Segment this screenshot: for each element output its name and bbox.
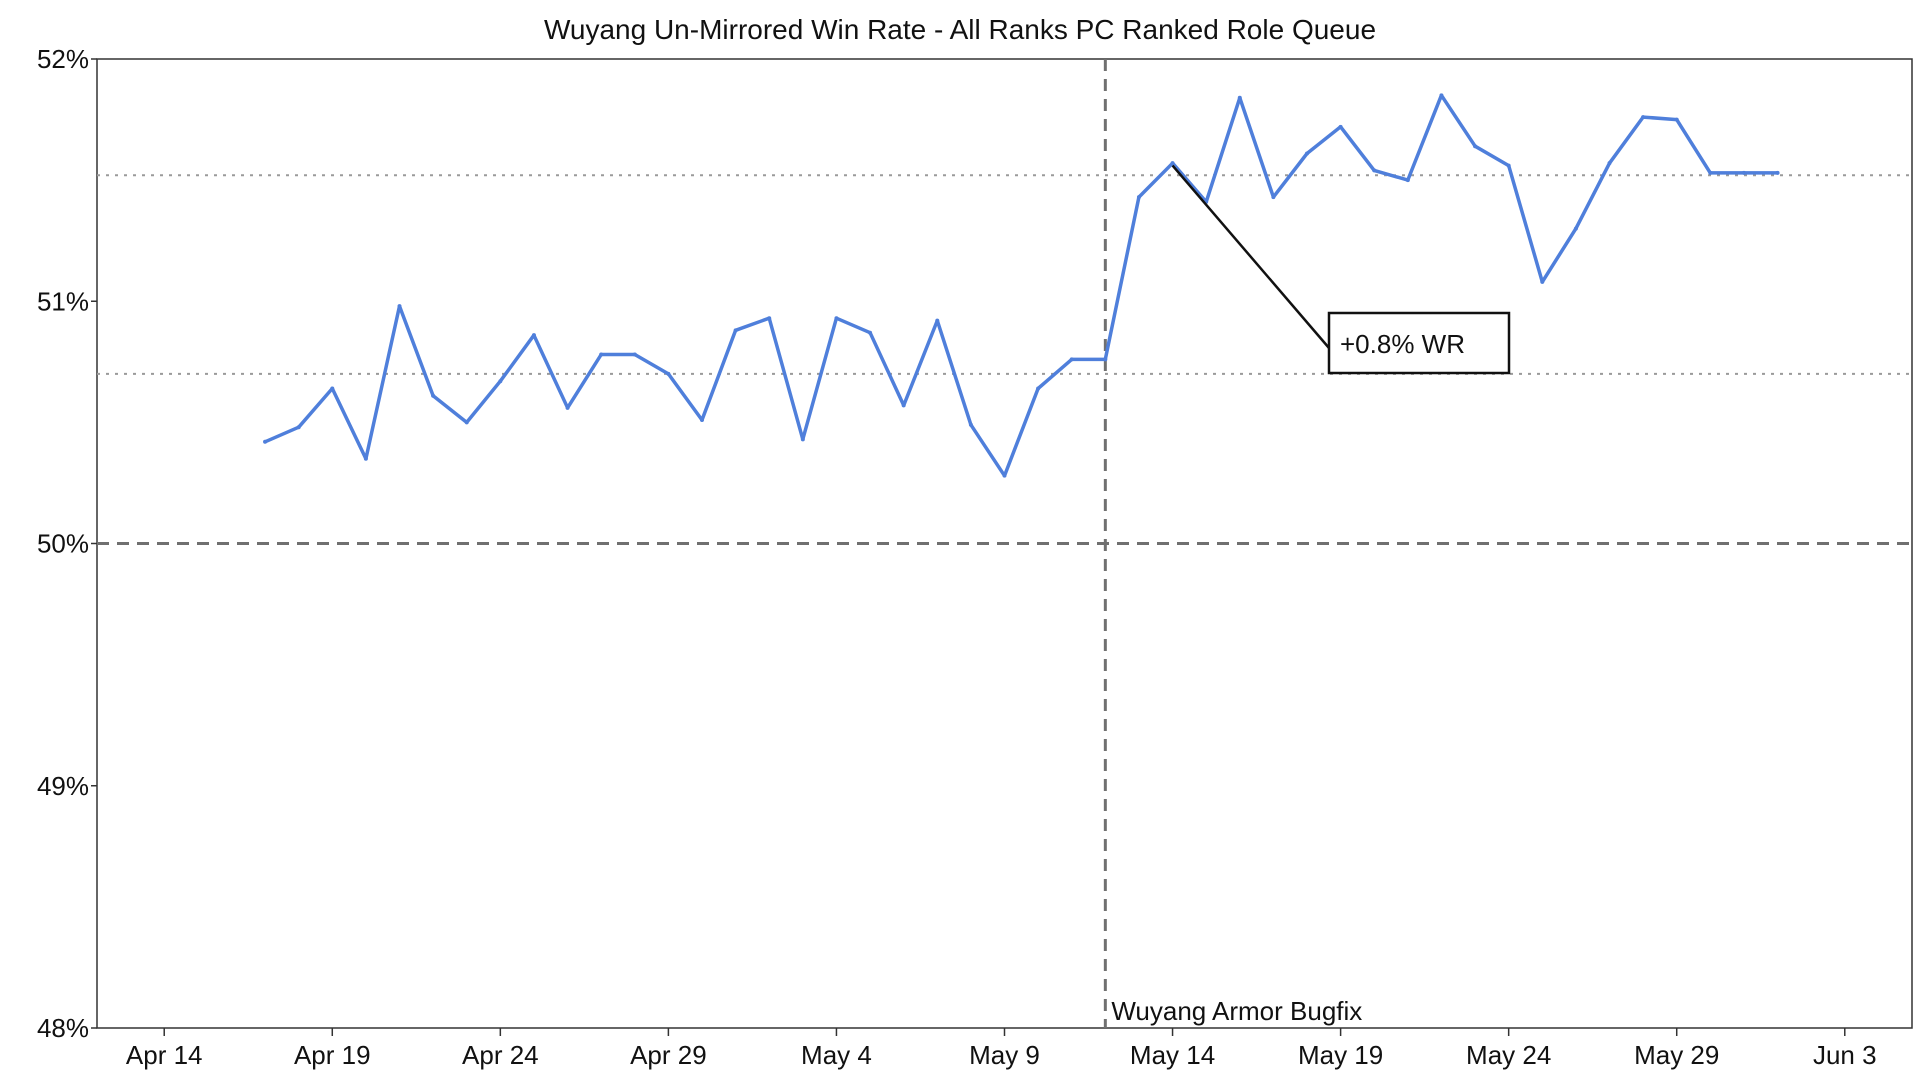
annotation-label: +0.8% WR (1340, 329, 1465, 359)
chart-title: Wuyang Un-Mirrored Win Rate - All Ranks … (543, 14, 1377, 45)
data-point (666, 371, 671, 376)
x-tick-label: Apr 19 (294, 1040, 371, 1070)
data-point (397, 304, 402, 309)
data-point (1405, 178, 1410, 183)
data-point (1036, 386, 1041, 391)
x-tick-label: Apr 14 (126, 1040, 203, 1070)
data-point (1002, 473, 1007, 478)
x-tick-label: May 29 (1634, 1040, 1719, 1070)
data-point (1271, 195, 1276, 200)
data-point (1741, 170, 1746, 175)
data-point (1473, 144, 1478, 149)
data-point (1573, 226, 1578, 231)
data-point (767, 316, 772, 321)
reference-line-label: Wuyang Armor Bugfix (1111, 996, 1362, 1026)
y-tick-label: 52% (37, 44, 89, 74)
data-point (935, 318, 940, 323)
y-tick-label: 48% (37, 1013, 89, 1043)
data-point (431, 393, 436, 398)
data-point (599, 352, 604, 357)
x-tick-label: May 9 (969, 1040, 1040, 1070)
data-point (1708, 170, 1713, 175)
data-point (1103, 357, 1108, 362)
data-point (1237, 95, 1242, 100)
data-point (296, 425, 301, 430)
data-point (1305, 151, 1309, 156)
y-tick-label: 49% (37, 771, 89, 801)
data-point (1641, 115, 1646, 120)
y-tick-label: 51% (37, 286, 89, 316)
data-point (1506, 163, 1511, 168)
data-point (565, 405, 570, 410)
x-tick-label: Jun 3 (1813, 1040, 1877, 1070)
data-point (1372, 168, 1377, 173)
x-tick-label: May 14 (1130, 1040, 1215, 1070)
series-line (263, 93, 1780, 478)
data-point (1069, 357, 1074, 362)
x-tick-label: Apr 29 (630, 1040, 707, 1070)
data-point (700, 417, 704, 422)
data-point (263, 439, 268, 444)
data-point (330, 386, 335, 391)
data-point (968, 422, 973, 427)
x-tick-label: Apr 24 (462, 1040, 539, 1070)
data-point (1674, 117, 1679, 122)
data-point (901, 403, 906, 408)
data-point (834, 316, 839, 321)
data-point (363, 456, 368, 461)
x-tick-label: May 19 (1298, 1040, 1383, 1070)
y-tick-label: 50% (37, 529, 89, 559)
data-point (1170, 161, 1175, 166)
data-point (1540, 279, 1545, 284)
data-point (1775, 170, 1780, 175)
x-tick-label: May 24 (1466, 1040, 1551, 1070)
data-point (498, 379, 503, 384)
data-point (1338, 124, 1343, 129)
x-tick-label: May 4 (801, 1040, 872, 1070)
data-point (800, 437, 805, 442)
data-point (1439, 93, 1444, 98)
data-point (1607, 161, 1612, 166)
data-point (1136, 195, 1141, 200)
data-point (464, 420, 469, 425)
data-point (632, 352, 637, 357)
annotation-box (1327, 311, 1511, 375)
data-point (531, 333, 536, 338)
annotation-leader-line (1171, 164, 1330, 349)
data-point (733, 328, 738, 333)
data-point (868, 330, 873, 335)
